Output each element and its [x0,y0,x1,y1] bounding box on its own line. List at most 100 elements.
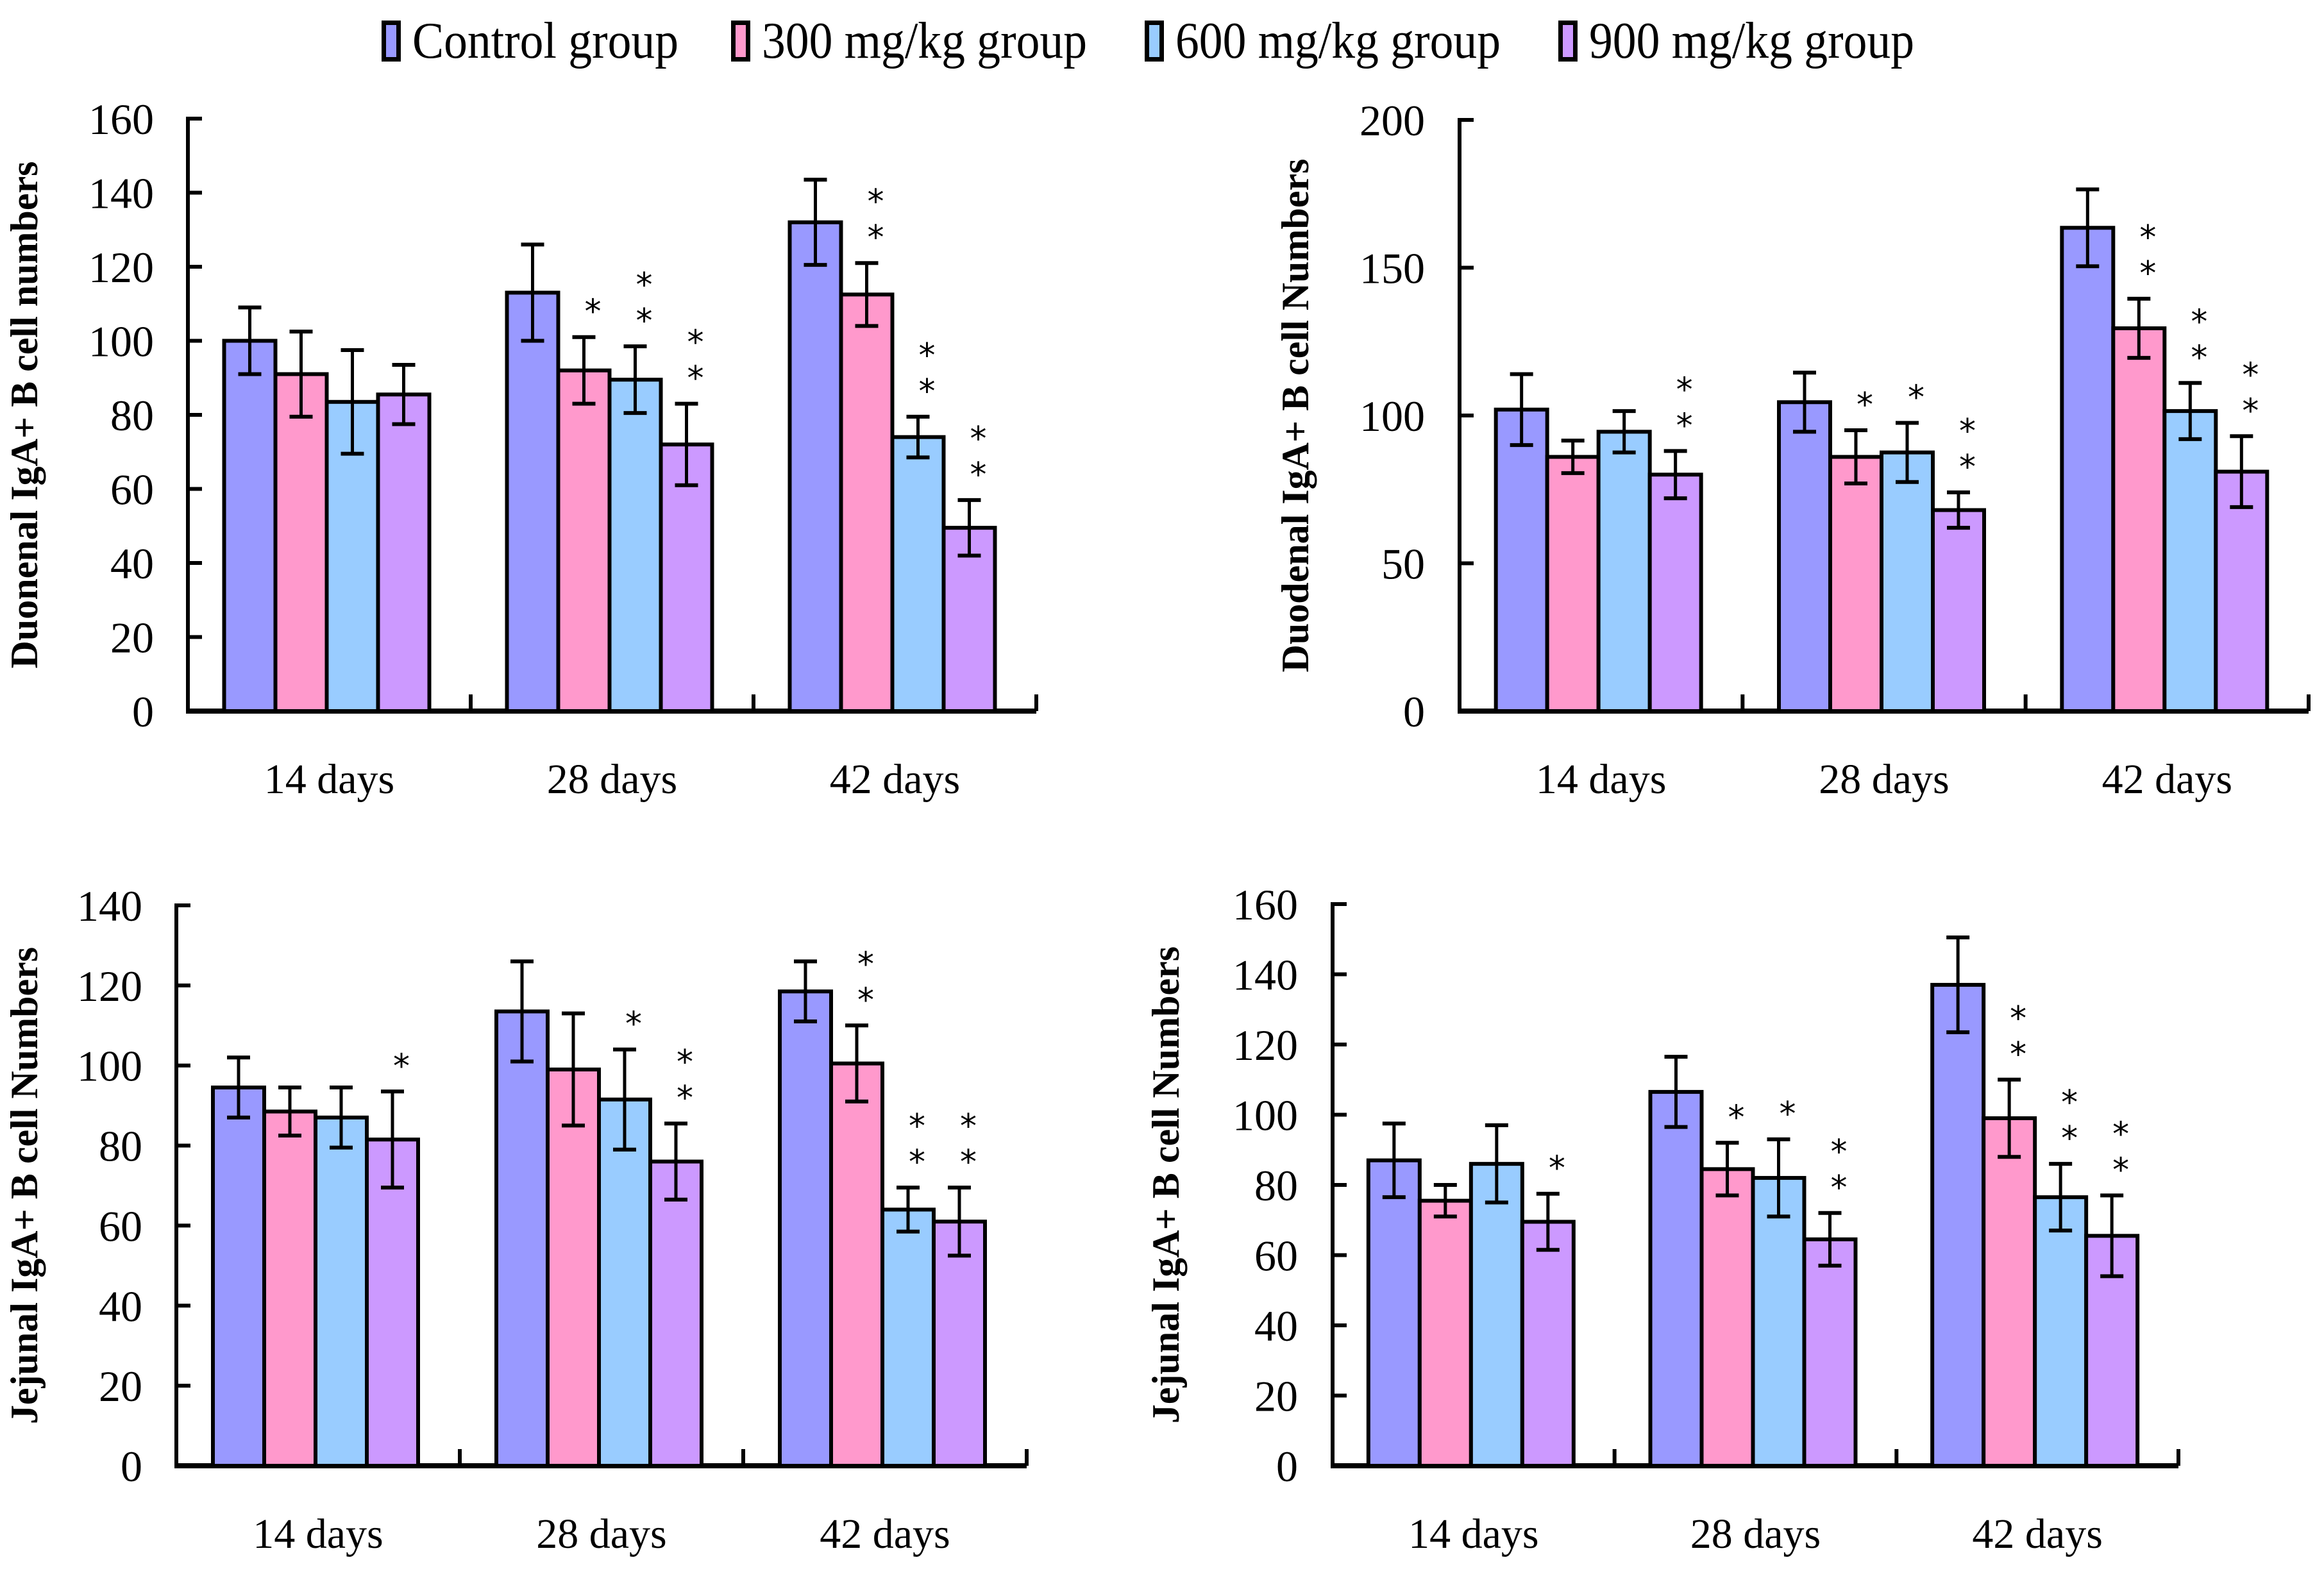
legend-swatch [381,21,401,62]
significance-mark: * [970,420,987,458]
bar-control-group [494,1009,550,1468]
significance-mark: * [1959,412,1976,451]
y-tick-label: 140 [77,882,142,930]
significance-mark: * [1728,1098,1745,1137]
bar-900-mg-kg-group [1520,1220,1576,1468]
bar-control-group [222,339,278,713]
legend-item: 900 mg/kg group [1558,15,1942,67]
significance-mark: * [677,1079,693,1118]
y-tick-label: 200 [1360,96,1425,145]
y-tick-label: 160 [1233,880,1298,929]
significance-mark: * [1908,379,1924,417]
legend-swatch [1145,21,1164,62]
legend-label: 300 mg/kg group [761,13,1087,69]
y-tick-label: 140 [88,169,154,218]
y-tick-label: 120 [1233,1021,1298,1070]
significance-mark: * [1780,1095,1796,1134]
significance-mark: * [2112,1151,2129,1189]
chart-legend: Control group 300 mg/kg group 600 mg/kg gr… [0,9,2324,73]
significance-mark: * [2191,303,2207,341]
significance-mark: * [625,1005,642,1044]
significance-mark: * [909,1143,925,1182]
bar-900-mg-kg-group [1931,508,1986,714]
x-category-label: 14 days [1536,756,1666,803]
bar-600-mg-kg-group [1751,1176,1806,1468]
y-tick-label: 100 [1233,1091,1298,1140]
bar-300-mg-kg-group [262,1109,317,1468]
significance-mark: * [857,945,874,984]
bar-900-mg-kg-group [648,1159,703,1468]
legend-swatch [1558,21,1578,62]
y-tick-label: 120 [77,962,142,1011]
significance-mark: * [636,266,653,305]
bar-600-mg-kg-group [890,435,946,714]
significance-mark: * [960,1107,977,1146]
legend-item: 600 mg/kg group [1145,15,1529,67]
x-category-label: 42 days [2102,756,2232,803]
bar-600-mg-kg-group [1880,450,1935,713]
significance-mark: * [1831,1169,1848,1207]
significance-mark: * [2112,1115,2129,1154]
y-axis-title: Jejunal IgA+ B cell Numbers [1145,946,1187,1423]
significance-mark: * [2139,219,2156,257]
significance-mark: * [2191,339,2207,377]
significance-mark: * [868,183,884,221]
bar-300-mg-kg-group [556,368,612,713]
bar-300-mg-kg-group [546,1067,601,1468]
x-category-label: 28 days [1690,1511,1821,1557]
significance-mark: * [2242,392,2259,430]
bar-600-mg-kg-group [1469,1162,1524,1468]
x-category-label: 42 days [1972,1511,2102,1557]
y-tick-label: 0 [132,687,154,736]
significance-mark: * [1676,371,1693,409]
bar-control-group [2060,226,2116,713]
significance-mark: * [919,373,936,411]
significance-mark: * [2242,356,2259,394]
bar-900-mg-kg-group [932,1220,987,1468]
y-tick-label: 80 [99,1122,142,1171]
bar-control-group [1930,982,1986,1468]
significance-mark: * [636,302,653,340]
bar-600-mg-kg-group [2162,409,2218,714]
y-tick-label: 20 [1254,1372,1298,1421]
bar-300-mg-kg-group [1828,455,1883,713]
bar-900-mg-kg-group [1647,473,1703,713]
y-tick-label: 20 [110,614,154,662]
y-tick-label: 80 [110,391,154,440]
x-category-label: 14 days [264,756,394,803]
significance-mark: * [960,1143,977,1182]
y-tick-label: 60 [1254,1232,1298,1280]
significance-mark: * [585,293,602,331]
significance-mark: * [868,219,884,257]
chart-top-right: 0 50 100 150 200 Duodenal IgA+ B cell Numbers… [1274,96,2311,803]
bar-300-mg-kg-group [1417,1198,1473,1468]
bar-300-mg-kg-group [1982,1116,2037,1468]
bar-300-mg-kg-group [1545,455,1601,713]
x-category-label: 28 days [536,1511,666,1557]
x-category-label: 28 days [547,756,677,803]
significance-mark: * [909,1107,925,1146]
significance-mark: * [393,1047,410,1086]
bar-300-mg-kg-group [829,1061,884,1468]
y-tick-label: 120 [88,243,154,292]
y-tick-label: 40 [1254,1302,1298,1350]
y-tick-label: 60 [110,466,154,514]
x-category-label: 14 days [1408,1511,1538,1557]
y-tick-label: 20 [99,1362,142,1411]
bar-600-mg-kg-group [597,1097,652,1468]
legend-item: 300 mg/kg group [730,13,1115,69]
y-tick-label: 60 [99,1202,142,1250]
bar-600-mg-kg-group [607,378,663,713]
legend-label: 600 mg/kg group [1175,13,1501,69]
x-category-label: 28 days [1819,756,1949,803]
significance-mark: * [1676,407,1693,445]
significance-mark: * [2061,1084,2078,1122]
bar-300-mg-kg-group [839,292,895,713]
bar-900-mg-kg-group [1802,1237,1858,1468]
bar-control-group [1648,1089,1704,1468]
chart-bottom-left: 0 20 40 60 80 100 120 140 Jejunal IgA+ B cell Nu… [3,882,1029,1557]
bar-900-mg-kg-group [376,392,432,713]
x-category-label: 14 days [253,1511,383,1557]
y-tick-label: 0 [121,1442,142,1491]
significance-mark: * [2061,1120,2078,1158]
